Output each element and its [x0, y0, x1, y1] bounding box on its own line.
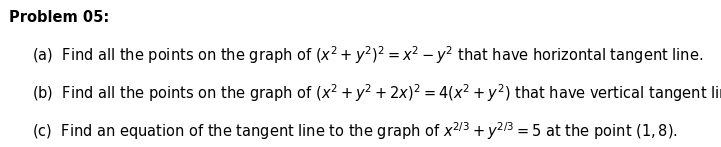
Text: (b)  Find all the points on the graph of $(x^2 + y^2 + 2x)^2 = 4(x^2 + y^2)$ tha: (b) Find all the points on the graph of … [32, 82, 721, 104]
Text: (c)  Find an equation of the tangent line to the graph of $x^{2/3} + y^{2/3} = 5: (c) Find an equation of the tangent line… [32, 121, 678, 142]
Text: Problem 05:: Problem 05: [9, 10, 110, 25]
Text: (a)  Find all the points on the graph of $(x^2 + y^2)^2 = x^2 - y^2$ that have h: (a) Find all the points on the graph of … [32, 44, 704, 66]
